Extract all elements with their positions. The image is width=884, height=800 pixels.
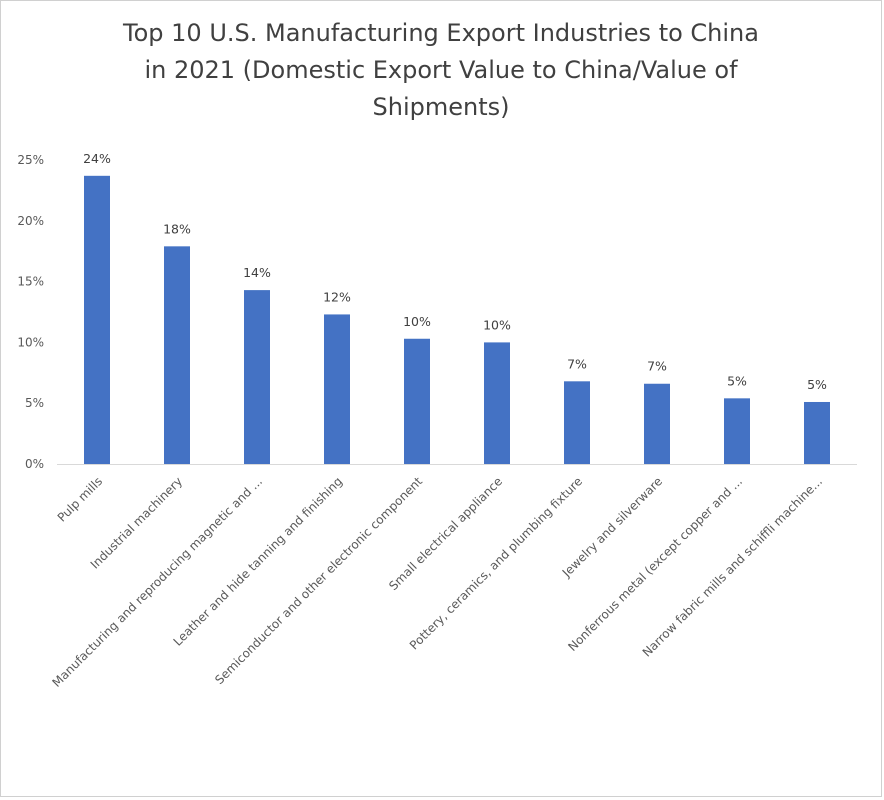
y-tick-label: 0% <box>25 457 44 471</box>
chart-title-line-2: in 2021 (Domestic Export Value to China/… <box>144 56 738 84</box>
chart-title: Top 10 U.S. Manufacturing Export Industr… <box>61 15 821 126</box>
category-label: Pulp mills <box>55 474 105 524</box>
data-label: 10% <box>483 317 511 332</box>
bar <box>324 314 350 464</box>
bar <box>724 398 750 464</box>
bar <box>244 290 270 464</box>
category-label: Nonferrous metal (except copper and ... <box>565 474 745 654</box>
bar <box>804 401 830 464</box>
chart-title-line-1: Top 10 U.S. Manufacturing Export Industr… <box>123 19 759 47</box>
bar <box>564 381 590 464</box>
data-label: 24% <box>83 151 111 166</box>
bar <box>84 175 110 465</box>
data-label: 14% <box>243 265 271 280</box>
category-label: Leather and hide tanning and finishing <box>171 474 345 648</box>
y-tick-label: 15% <box>17 275 44 289</box>
bar <box>404 338 430 464</box>
y-tick-label: 20% <box>17 214 44 228</box>
data-label: 5% <box>727 373 747 388</box>
bars <box>84 175 830 465</box>
bar <box>644 383 670 464</box>
data-labels: 24% 18% 14% 12% 10% 10% 7% 7% 5% 5% <box>83 151 827 392</box>
category-label: Industrial machinery <box>88 474 185 571</box>
y-tick-label: 10% <box>17 335 44 349</box>
bar <box>484 342 510 464</box>
data-label: 7% <box>567 356 587 371</box>
data-label: 18% <box>163 221 191 236</box>
y-tick-label: 5% <box>25 396 44 410</box>
data-label: 10% <box>403 314 431 329</box>
data-label: 12% <box>323 289 351 304</box>
y-tick-label: 25% <box>17 153 44 167</box>
data-label: 5% <box>807 377 827 392</box>
y-axis: 0% 5% 10% 15% 20% 25% <box>17 153 44 471</box>
bar <box>164 246 190 464</box>
chart-title-line-3: Shipments) <box>372 93 510 121</box>
category-label: Pottery, ceramics, and plumbing fixture <box>407 474 585 652</box>
category-label: Narrow fabric mills and schiffli machine… <box>640 474 825 659</box>
data-label: 7% <box>647 359 667 374</box>
